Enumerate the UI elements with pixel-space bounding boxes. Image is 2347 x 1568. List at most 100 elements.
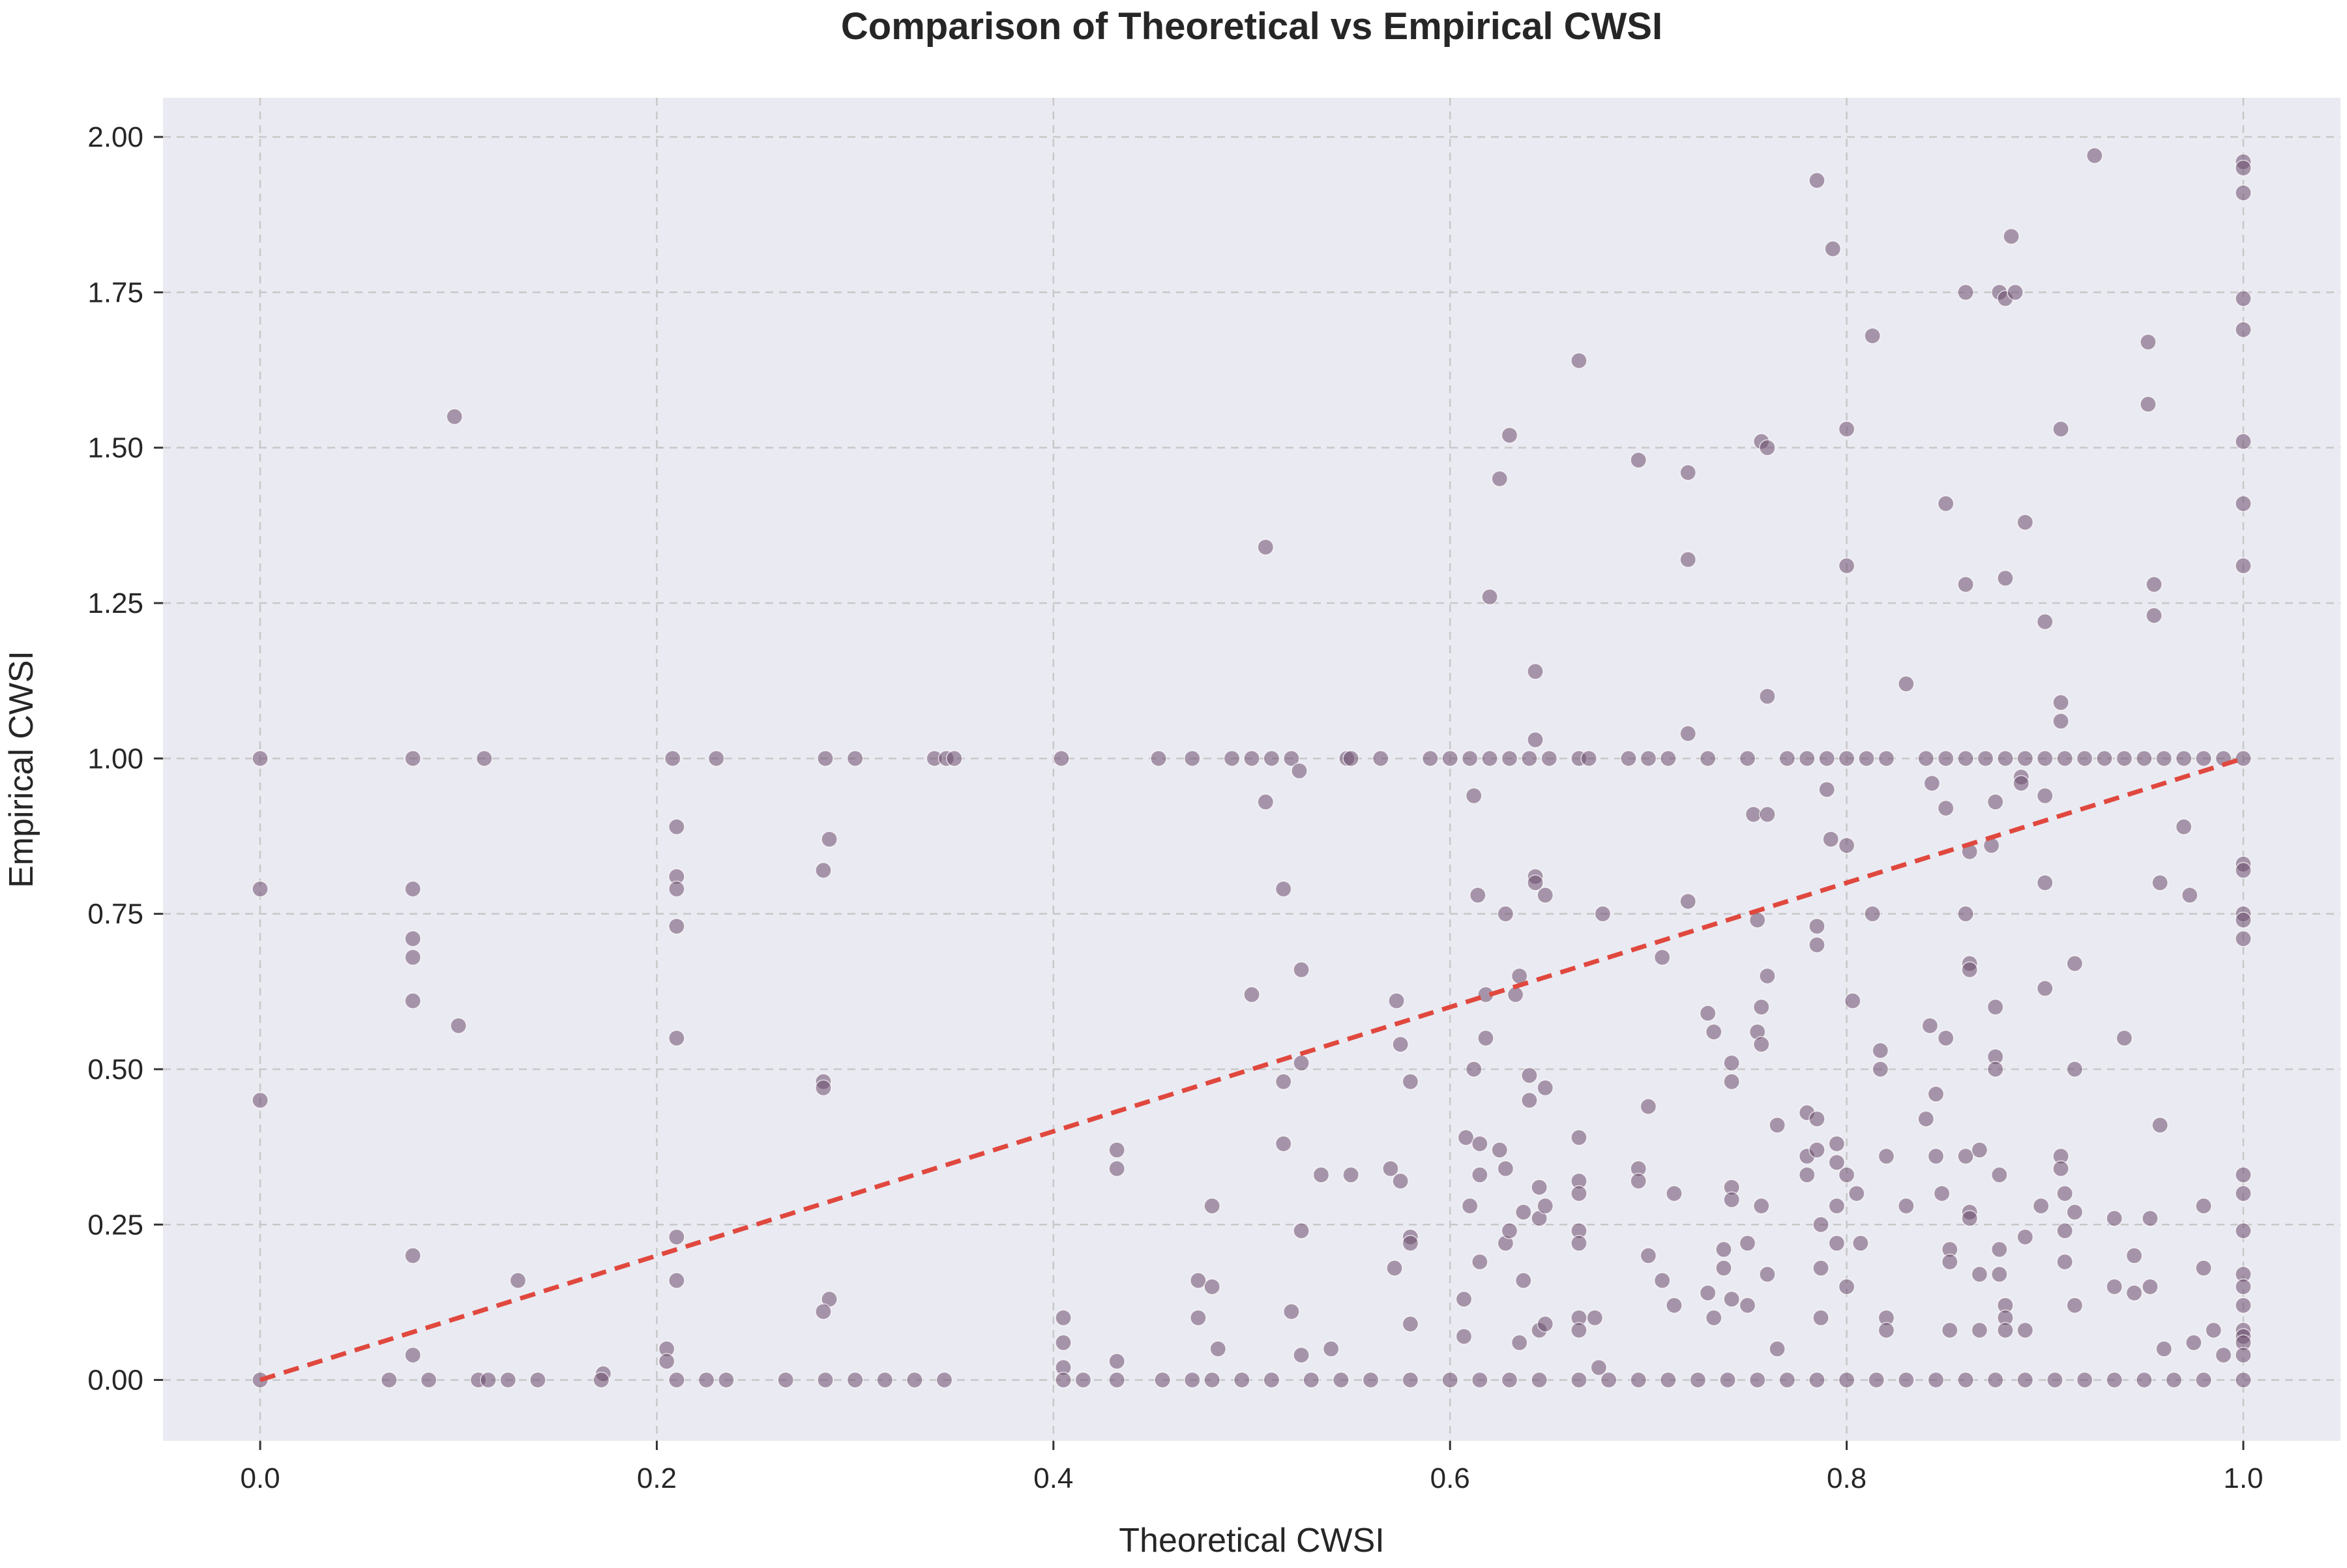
scatter-point xyxy=(2235,1222,2252,1239)
scatter-point xyxy=(1937,495,1955,512)
scatter-point xyxy=(1705,1024,1722,1041)
scatter-point xyxy=(2056,1185,2073,1202)
scatter-point xyxy=(1997,1322,2014,1339)
scatter-point xyxy=(1983,837,2000,854)
scatter-point xyxy=(1699,1005,1717,1022)
scatter-point xyxy=(2066,1297,2084,1314)
scatter-point xyxy=(2052,694,2069,711)
scatter-point xyxy=(1527,731,1544,748)
scatter-point xyxy=(1590,1359,1608,1376)
scatter-point xyxy=(1759,1265,1776,1283)
scatter-point xyxy=(2205,1322,2222,1339)
scatter-point xyxy=(1203,1278,1220,1295)
scatter-point xyxy=(668,917,685,935)
scatter-point xyxy=(1600,1371,1617,1389)
scatter-point xyxy=(1753,1036,1770,1053)
scatter-point xyxy=(1243,986,1260,1003)
scatter-point xyxy=(1497,1160,1514,1177)
scatter-point xyxy=(1640,1247,1657,1264)
scatter-point xyxy=(846,750,864,767)
scatter-point xyxy=(1997,570,2014,587)
scatter-point xyxy=(846,1371,864,1389)
scatter-point xyxy=(2235,321,2252,338)
scatter-point xyxy=(1957,750,1974,767)
scatter-point xyxy=(1322,1340,1340,1357)
scatter-point xyxy=(1759,806,1776,823)
scatter-point xyxy=(420,1371,437,1389)
y-tick-label: 0.25 xyxy=(87,1209,143,1241)
scatter-point xyxy=(2066,955,2084,972)
scatter-point xyxy=(668,1029,685,1047)
scatter-point xyxy=(2013,775,2030,792)
scatter-point xyxy=(2125,1284,2143,1301)
scatter-point xyxy=(1481,750,1498,767)
scatter-point xyxy=(1941,1253,1958,1271)
scatter-point xyxy=(1878,1147,1895,1165)
scatter-point xyxy=(1571,1322,1587,1339)
scatter-point xyxy=(1283,750,1300,767)
scatter-point xyxy=(1465,1061,1483,1078)
scatter-point xyxy=(499,1371,517,1389)
scatter-point xyxy=(2235,1166,2252,1183)
scatter-point xyxy=(1679,551,1696,569)
scatter-point xyxy=(1769,1340,1786,1357)
scatter-point xyxy=(1388,992,1405,1009)
scatter-point xyxy=(2235,1297,2252,1314)
scatter-point xyxy=(1471,1253,1488,1271)
scatter-point xyxy=(2037,787,2054,805)
scatter-point xyxy=(1108,1160,1125,1177)
scatter-point xyxy=(404,949,422,966)
scatter-point xyxy=(1986,998,2004,1016)
scatter-points xyxy=(252,147,2252,1389)
scatter-point xyxy=(2016,1371,2034,1389)
scatter-point xyxy=(1828,1197,1846,1215)
grid xyxy=(163,98,2340,1441)
scatter-point xyxy=(2037,980,2054,997)
scatter-point xyxy=(1838,837,1855,854)
scatter-point xyxy=(664,750,681,767)
chart-title: Comparison of Theoretical vs Empirical C… xyxy=(841,5,1662,48)
scatter-point xyxy=(2235,433,2252,450)
scatter-point xyxy=(1745,806,1762,823)
scatter-point xyxy=(1812,1309,1829,1327)
scatter-point xyxy=(1723,1073,1740,1090)
scatter-point xyxy=(1759,688,1776,705)
scatter-point xyxy=(1971,1142,1988,1159)
scatter-point xyxy=(2096,750,2113,767)
scatter-point xyxy=(1864,327,1881,344)
y-tick-label: 0.00 xyxy=(87,1365,143,1397)
scatter-point xyxy=(1580,750,1597,767)
scatter-point xyxy=(1812,1260,1829,1277)
scatter-point xyxy=(1630,1172,1647,1190)
scatter-point xyxy=(2235,1185,2252,1202)
scatter-point xyxy=(1263,750,1280,767)
scatter-point xyxy=(2235,290,2252,307)
scatter-point xyxy=(2106,1278,2123,1295)
scatter-point xyxy=(1537,887,1554,904)
scatter-point xyxy=(1108,1371,1125,1389)
scatter-point xyxy=(2052,713,2069,730)
scatter-point xyxy=(1715,1241,1732,1258)
scatter-point xyxy=(2235,495,2252,512)
scatter-point xyxy=(1537,1316,1554,1333)
scatter-point xyxy=(906,1371,923,1389)
scatter-point xyxy=(2016,1228,2034,1246)
scatter-point xyxy=(1291,762,1308,780)
scatter-point xyxy=(2116,750,2133,767)
scatter-point xyxy=(1689,1371,1707,1389)
scatter-point xyxy=(1382,1160,1399,1177)
scatter-point xyxy=(1878,750,1895,767)
scatter-point xyxy=(1620,750,1637,767)
scatter-point xyxy=(2155,1340,2173,1357)
scatter-point xyxy=(1594,905,1612,923)
scatter-point xyxy=(1461,1197,1479,1215)
scatter-point xyxy=(2016,514,2034,531)
scatter-point xyxy=(1402,1316,1419,1333)
scatter-point xyxy=(1723,1191,1740,1208)
scatter-point xyxy=(1183,750,1201,767)
scatter-point xyxy=(1571,1185,1587,1202)
y-tick-label: 0.75 xyxy=(87,898,143,930)
scatter-point xyxy=(817,750,834,767)
scatter-point xyxy=(1108,1353,1125,1370)
